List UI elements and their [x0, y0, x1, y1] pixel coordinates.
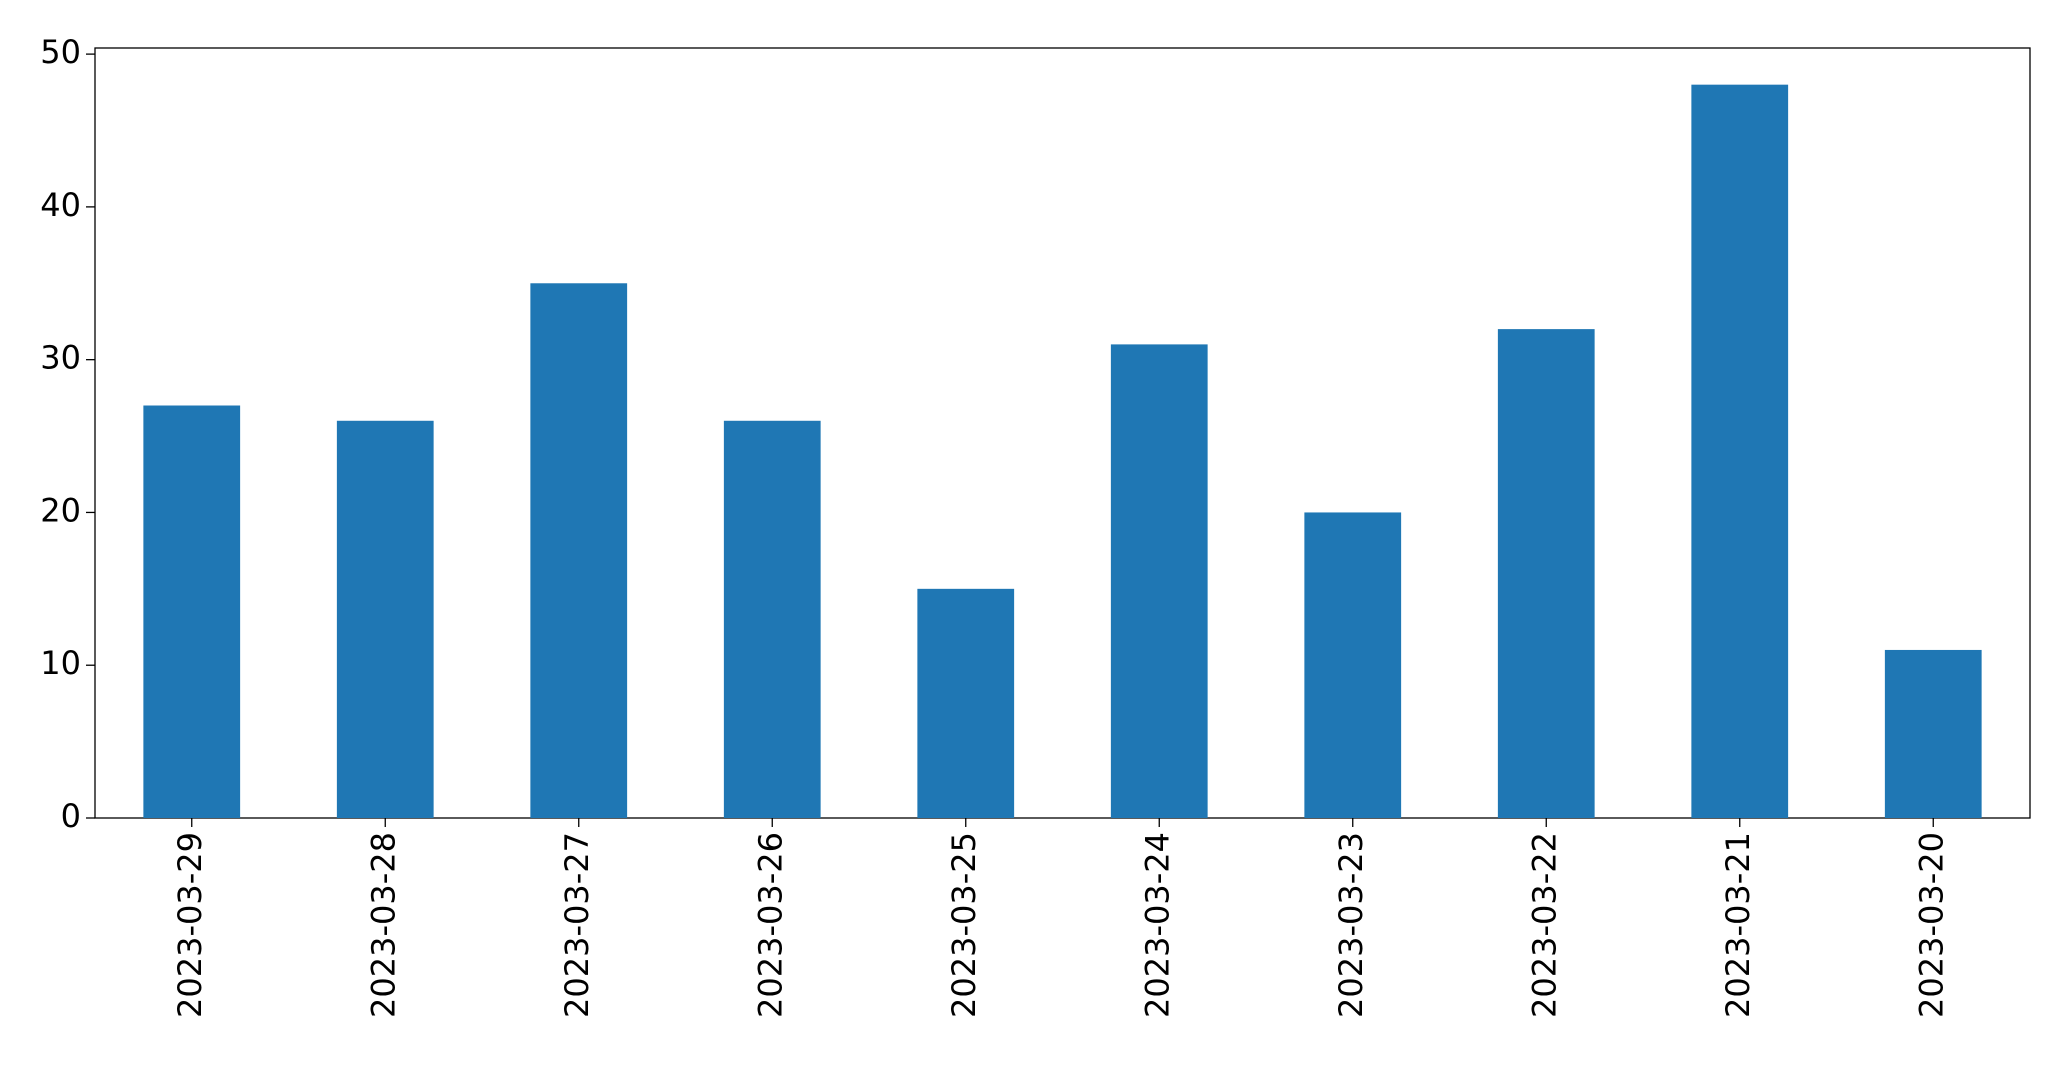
x-tick-label: 2023-03-25 [945, 832, 983, 1018]
y-tick-label: 50 [40, 33, 81, 71]
y-tick-label: 20 [40, 491, 81, 529]
y-tick-label: 10 [40, 644, 81, 682]
bar [1110, 344, 1208, 818]
x-tick-label: 2023-03-26 [751, 832, 789, 1018]
plot-frame [94, 47, 2031, 819]
y-tick-label: 40 [40, 186, 81, 224]
bar [1497, 329, 1595, 818]
bar [530, 283, 628, 818]
bar [917, 588, 1015, 818]
x-tick-label: 2023-03-29 [171, 832, 209, 1018]
bar [1304, 512, 1402, 818]
x-tick-label: 2023-03-23 [1332, 832, 1370, 1018]
bar [723, 420, 821, 818]
y-tick-label: 0 [61, 797, 81, 835]
x-tick-label: 2023-03-24 [1138, 832, 1176, 1018]
bar [1691, 84, 1789, 818]
y-tick-label: 30 [40, 339, 81, 377]
bar [336, 420, 434, 818]
x-tick-label: 2023-03-20 [1912, 832, 1950, 1018]
x-tick-label: 2023-03-27 [558, 832, 596, 1018]
bar [143, 405, 241, 818]
bar [1884, 649, 1982, 818]
x-tick-label: 2023-03-28 [364, 832, 402, 1018]
x-tick-label: 2023-03-22 [1525, 832, 1563, 1018]
x-tick-label: 2023-03-21 [1719, 832, 1757, 1018]
